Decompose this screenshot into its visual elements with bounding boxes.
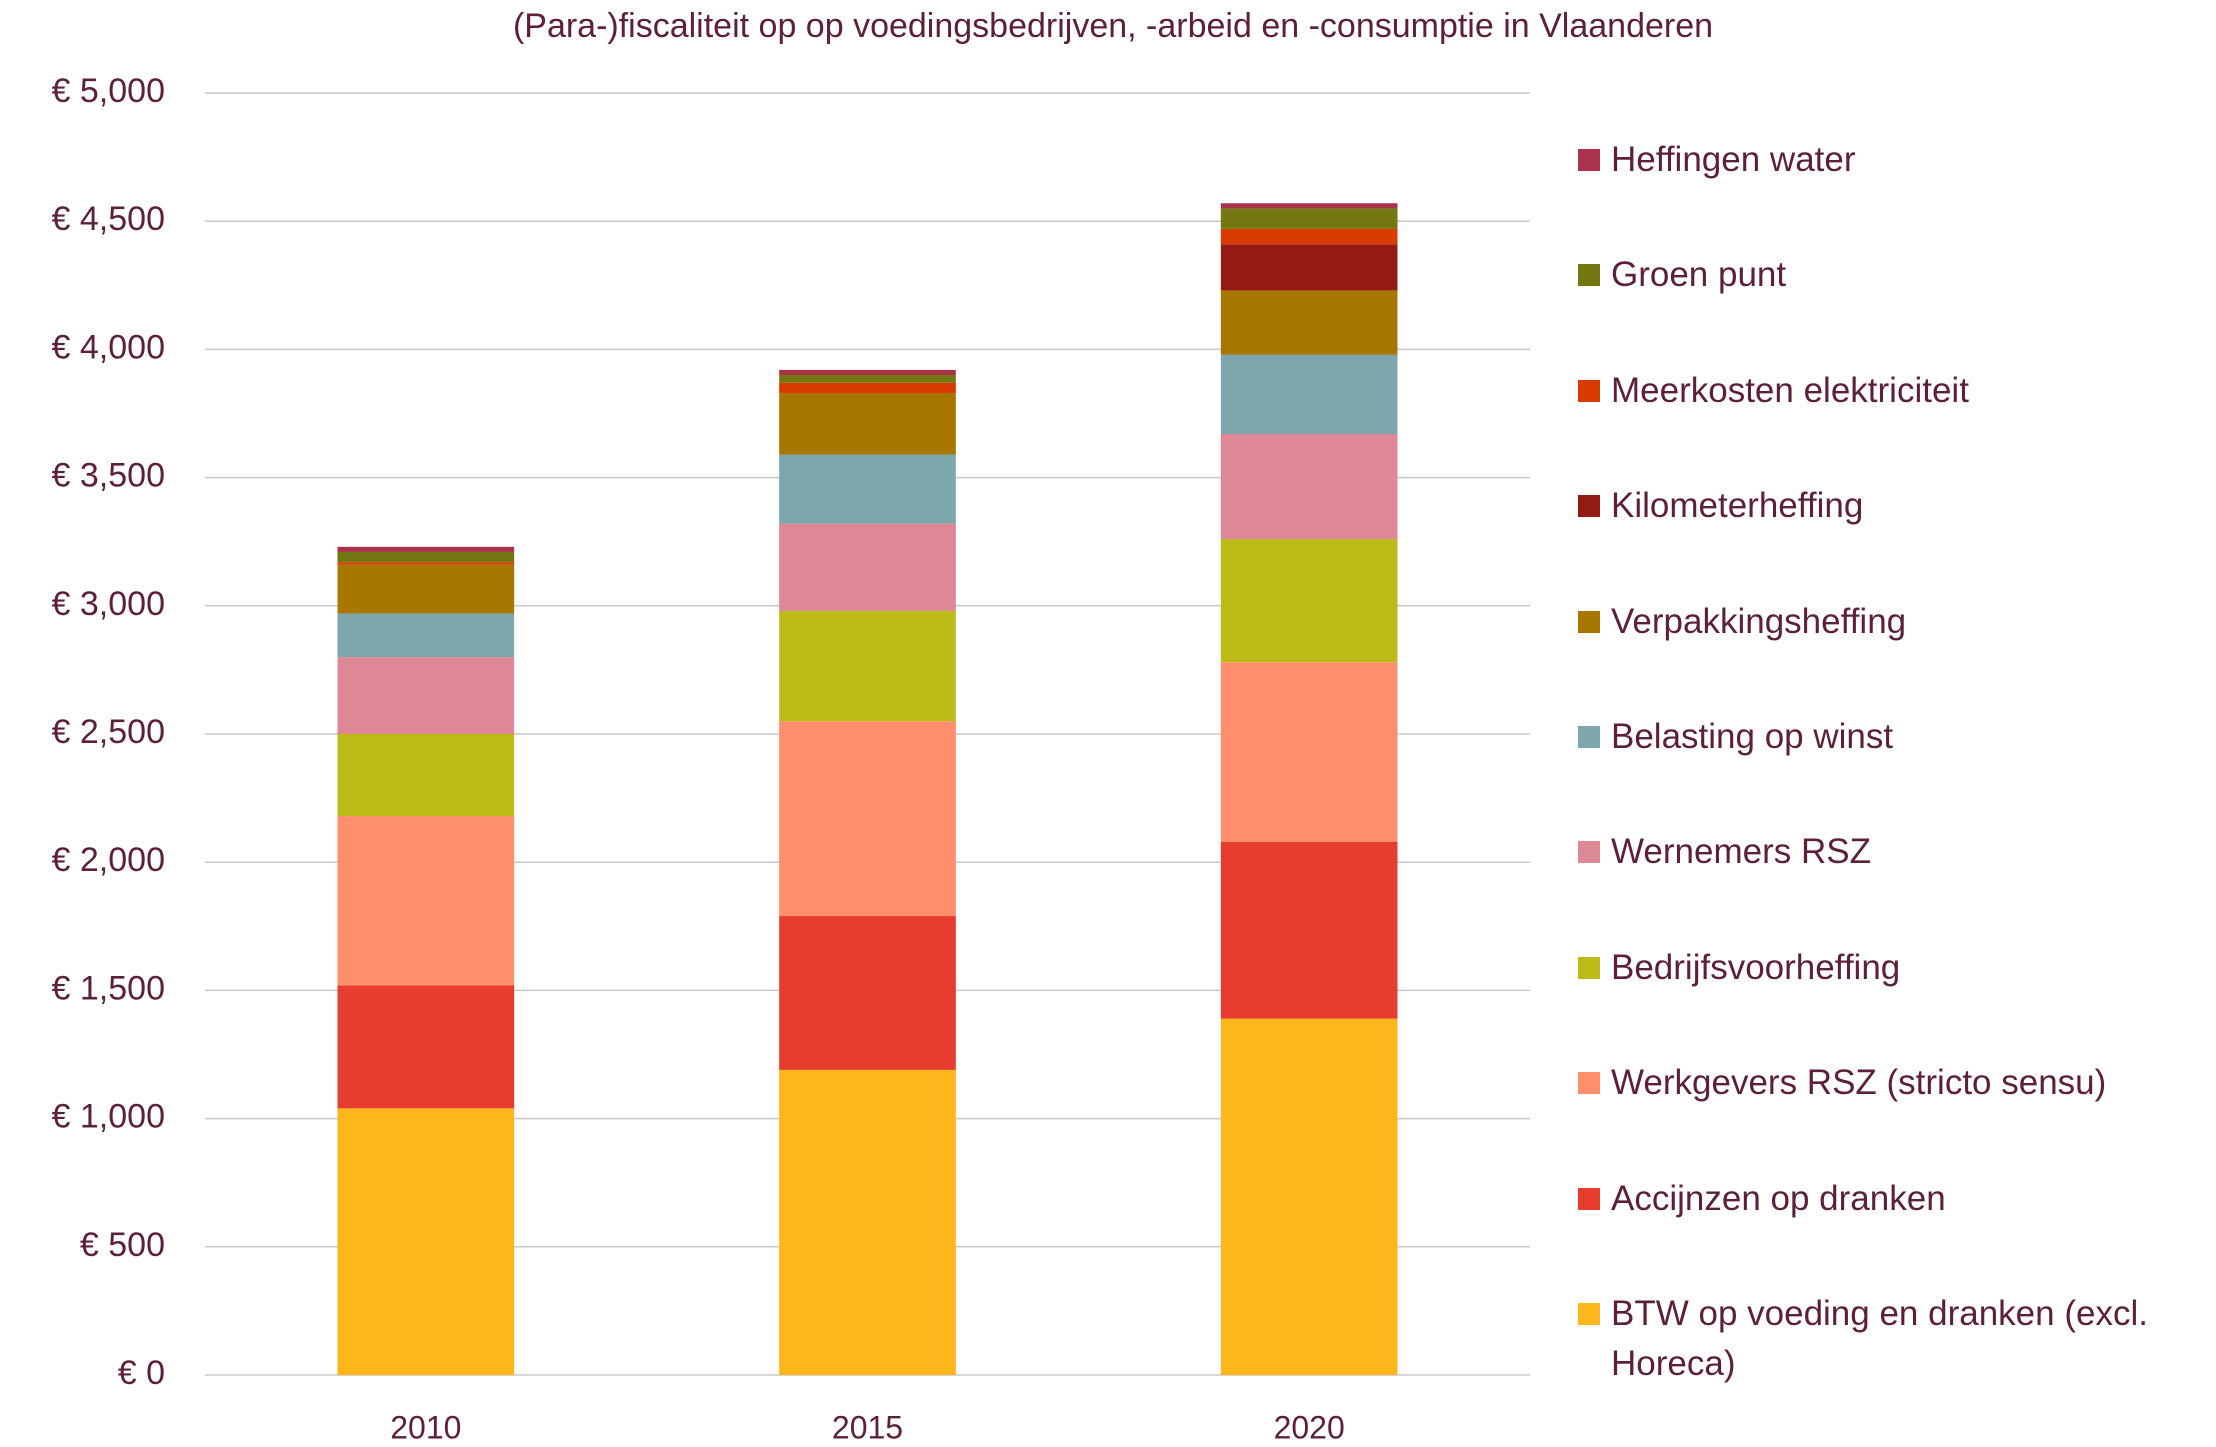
bar-segment xyxy=(779,523,956,611)
legend-label: BTW op voeding en dranken (excl. Horeca) xyxy=(1611,1294,2148,1383)
bar-segment xyxy=(337,551,515,563)
bar-segment xyxy=(337,1108,515,1375)
bar-segment xyxy=(1220,354,1398,435)
legend-label: Heffingen water xyxy=(1611,140,1856,179)
legend-swatch xyxy=(1578,610,1600,633)
bar-segment xyxy=(779,375,956,383)
bar-segment xyxy=(337,564,515,614)
bar-segment xyxy=(1220,662,1398,842)
y-tick-label: € 4,000 xyxy=(52,328,165,366)
y-tick-label: € 2,000 xyxy=(52,841,165,879)
bar-segment xyxy=(779,1069,956,1375)
bar-segment xyxy=(1220,539,1398,663)
chart-title: (Para-)fiscaliteit op op voedingsbedrijv… xyxy=(513,7,1713,45)
bar-segment xyxy=(337,816,515,986)
bar-segment xyxy=(1220,208,1398,229)
legend-swatch xyxy=(1578,1072,1600,1095)
x-tick-label: 2020 xyxy=(1274,1409,1345,1445)
bar-segment xyxy=(1220,244,1398,291)
legend-swatch xyxy=(1578,495,1600,518)
legend-swatch xyxy=(1578,149,1600,171)
legend-swatch xyxy=(1578,1187,1600,1210)
legend-label: Belasting op winst xyxy=(1611,717,1894,756)
bar-segment xyxy=(337,657,515,734)
bar-segment xyxy=(779,721,956,917)
bar-segment xyxy=(779,454,956,524)
bar-segment xyxy=(1220,203,1398,209)
y-tick-label: € 3,000 xyxy=(52,585,165,623)
y-tick-label: € 1,500 xyxy=(52,969,165,1007)
x-tick-label: 2015 xyxy=(832,1409,903,1445)
bar-segment xyxy=(337,546,515,552)
y-tick-label: € 1,000 xyxy=(52,1098,165,1136)
x-tick-label: 2010 xyxy=(390,1409,461,1445)
bar-segment xyxy=(779,610,956,722)
legend-swatch xyxy=(1578,264,1600,287)
bar-segment xyxy=(779,392,956,455)
bar-segment xyxy=(1220,434,1398,540)
bar-segment xyxy=(779,916,956,1070)
legend-swatch xyxy=(1578,726,1600,748)
y-tick-label: € 500 xyxy=(80,1226,165,1264)
legend-label: Groen punt xyxy=(1611,255,1787,295)
legend-label: Meerkosten elektriciteit xyxy=(1611,370,1969,410)
legend-label: Wernemers RSZ xyxy=(1611,832,1871,872)
bar-segment xyxy=(1220,290,1398,355)
bar-segment xyxy=(779,382,956,393)
y-tick-label: € 3,500 xyxy=(52,457,165,495)
bar-segment xyxy=(1220,841,1398,1019)
legend-label: Werkgevers RSZ (stricto sensu) xyxy=(1611,1063,2107,1103)
bar-segment xyxy=(337,562,515,565)
legend-swatch xyxy=(1578,841,1600,864)
legend-label: Bedrijfsvoorheffing xyxy=(1611,947,1901,987)
legend-swatch xyxy=(1578,379,1600,402)
y-tick-label: € 0 xyxy=(118,1354,165,1392)
legend-label: Verpakkingsheffing xyxy=(1611,601,1907,641)
bar-segment xyxy=(337,734,515,817)
bar-segment xyxy=(337,985,515,1109)
legend-swatch xyxy=(1578,1303,1600,1325)
legend-swatch xyxy=(1578,956,1600,979)
bar-segment xyxy=(1220,1018,1398,1375)
bar-segment xyxy=(337,613,515,658)
bar-segment xyxy=(1220,228,1398,245)
bar-segment xyxy=(779,369,956,376)
legend-label: Accijnzen op dranken xyxy=(1611,1178,1946,1218)
y-tick-label: € 5,000 xyxy=(52,72,165,110)
y-tick-label: € 4,500 xyxy=(52,200,165,238)
y-tick-label: € 2,500 xyxy=(52,713,165,751)
legend-label: Kilometerheffing xyxy=(1611,486,1864,526)
